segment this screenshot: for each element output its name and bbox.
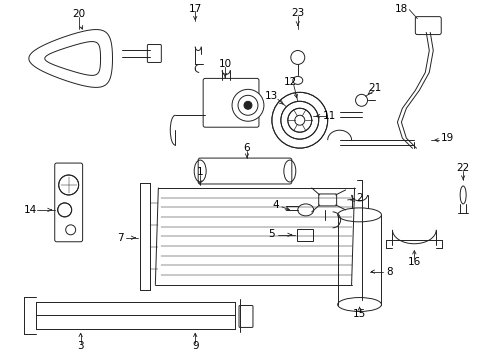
Text: 1: 1 bbox=[197, 167, 203, 177]
Text: 21: 21 bbox=[367, 84, 380, 93]
Text: 7: 7 bbox=[117, 233, 123, 243]
Text: 8: 8 bbox=[386, 267, 392, 276]
Circle shape bbox=[280, 101, 318, 139]
Text: 6: 6 bbox=[243, 143, 250, 153]
Text: 16: 16 bbox=[407, 257, 420, 267]
Text: 19: 19 bbox=[440, 133, 453, 143]
Text: 2: 2 bbox=[356, 193, 362, 203]
Text: 20: 20 bbox=[72, 9, 85, 19]
Text: 11: 11 bbox=[323, 111, 336, 121]
Circle shape bbox=[58, 203, 72, 217]
Ellipse shape bbox=[297, 204, 313, 216]
Text: 18: 18 bbox=[394, 4, 407, 14]
Text: 15: 15 bbox=[352, 310, 366, 319]
Ellipse shape bbox=[337, 208, 381, 222]
Circle shape bbox=[232, 89, 264, 121]
Text: 3: 3 bbox=[77, 341, 84, 351]
Circle shape bbox=[271, 92, 327, 148]
Bar bbox=[296, 229, 312, 241]
Text: 17: 17 bbox=[188, 4, 202, 14]
Ellipse shape bbox=[337, 298, 381, 311]
Text: 4: 4 bbox=[272, 200, 279, 210]
Circle shape bbox=[287, 108, 311, 132]
Text: 13: 13 bbox=[264, 91, 278, 101]
Text: 23: 23 bbox=[290, 8, 304, 18]
Text: 12: 12 bbox=[284, 77, 297, 87]
Text: 10: 10 bbox=[218, 59, 231, 69]
Text: 9: 9 bbox=[191, 341, 198, 351]
Circle shape bbox=[244, 101, 251, 109]
Text: 22: 22 bbox=[456, 163, 469, 173]
Circle shape bbox=[59, 175, 79, 195]
Text: 5: 5 bbox=[268, 229, 275, 239]
Text: 14: 14 bbox=[24, 205, 38, 215]
